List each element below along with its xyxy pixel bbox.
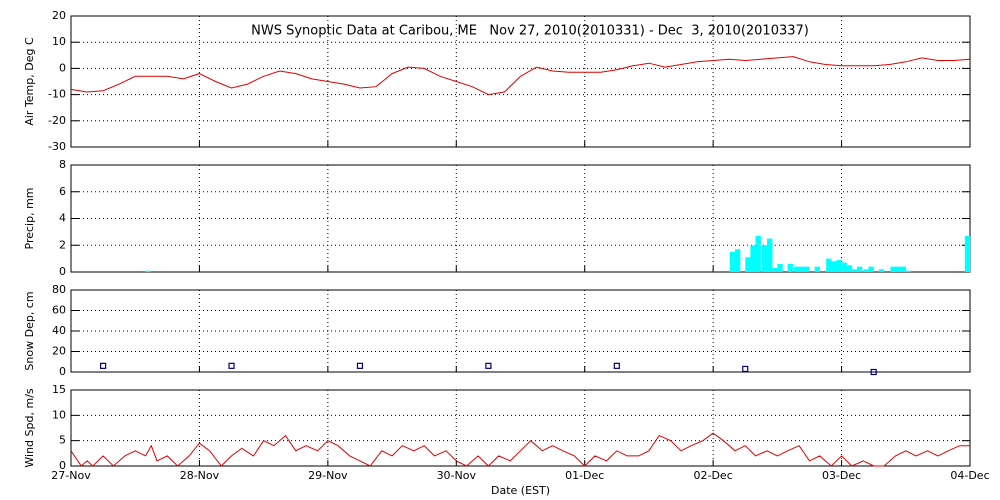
y-tick-label: 0 (59, 265, 66, 278)
bar (900, 266, 906, 272)
bar (145, 270, 151, 272)
y-tick-label: 20 (52, 345, 66, 358)
bar (863, 269, 869, 272)
y-tick-label: 6 (59, 185, 66, 198)
bar (868, 266, 874, 272)
point (742, 365, 749, 373)
bar (878, 269, 885, 272)
bar (750, 245, 756, 272)
y-tick-label: 20 (52, 9, 66, 22)
bar (890, 266, 896, 272)
bar (841, 262, 847, 272)
y-tick-label: 15 (52, 383, 66, 396)
bar (777, 263, 783, 272)
y-tick-label: 0 (59, 365, 66, 378)
x-tick-label: 29-Nov (308, 469, 348, 482)
point (228, 362, 235, 369)
bar (794, 266, 800, 272)
bar (814, 266, 820, 272)
bar (905, 270, 912, 272)
x-tick-label: 28-Nov (180, 469, 220, 482)
bar (729, 251, 736, 272)
y-tick-label: -30 (48, 140, 66, 153)
x-tick-label: 02-Dec (694, 469, 733, 482)
point (870, 368, 877, 376)
bar (831, 261, 837, 272)
y-tick-label: 8 (59, 158, 66, 171)
y-tick-label: -20 (48, 114, 66, 127)
data-line (70, 56, 971, 96)
y-tick-label: 10 (52, 408, 66, 421)
bar (745, 257, 751, 272)
bar (846, 265, 853, 272)
bar (772, 267, 778, 272)
bar (895, 266, 901, 272)
bar (734, 249, 741, 272)
x-tick-label: 04-Dec (950, 469, 989, 482)
y-tick-label: 0 (59, 459, 66, 472)
x-tick-label: 27-Nov (51, 469, 91, 482)
bar (799, 266, 805, 272)
bar (964, 235, 971, 272)
point (356, 362, 364, 369)
bar (787, 263, 793, 272)
y-tick-label: 4 (59, 212, 66, 225)
data-line (70, 432, 970, 467)
y-axis-label: Air Temp, Deg C (23, 37, 36, 126)
y-axis-label: Snow Dep, cm (23, 291, 36, 370)
point (613, 362, 620, 369)
y-tick-label: 0 (59, 61, 66, 74)
bar (804, 266, 810, 272)
chart-title: NWS Synoptic Data at Caribou, ME Nov 27,… (251, 24, 809, 39)
x-tick-label: 03-Dec (822, 469, 861, 482)
plot-frame (70, 289, 971, 373)
plot-frame (70, 164, 971, 273)
plot-frame (70, 15, 971, 148)
point (485, 362, 492, 369)
bar (761, 245, 768, 272)
x-tick-label: 01-Dec (565, 469, 604, 482)
y-axis-label: Wind Spd, m/s (23, 388, 36, 468)
bar (767, 238, 773, 272)
y-tick-label: -10 (48, 88, 66, 101)
bar (836, 259, 842, 272)
bar (826, 258, 832, 272)
bar (755, 235, 761, 272)
plot-frame (70, 389, 971, 467)
y-tick-label: 60 (52, 304, 66, 317)
y-tick-label: 2 (59, 238, 66, 251)
x-tick-label: 30-Nov (437, 469, 477, 482)
y-axis-label: Precip, mm (23, 188, 36, 250)
y-tick-label: 10 (52, 35, 66, 48)
y-tick-label: 5 (59, 434, 66, 447)
y-tick-label: 40 (52, 324, 66, 337)
x-axis-label: Date (EST) (491, 484, 550, 497)
point (100, 362, 107, 369)
bar (851, 269, 858, 272)
bar (856, 266, 863, 272)
y-tick-label: 80 (52, 283, 66, 296)
